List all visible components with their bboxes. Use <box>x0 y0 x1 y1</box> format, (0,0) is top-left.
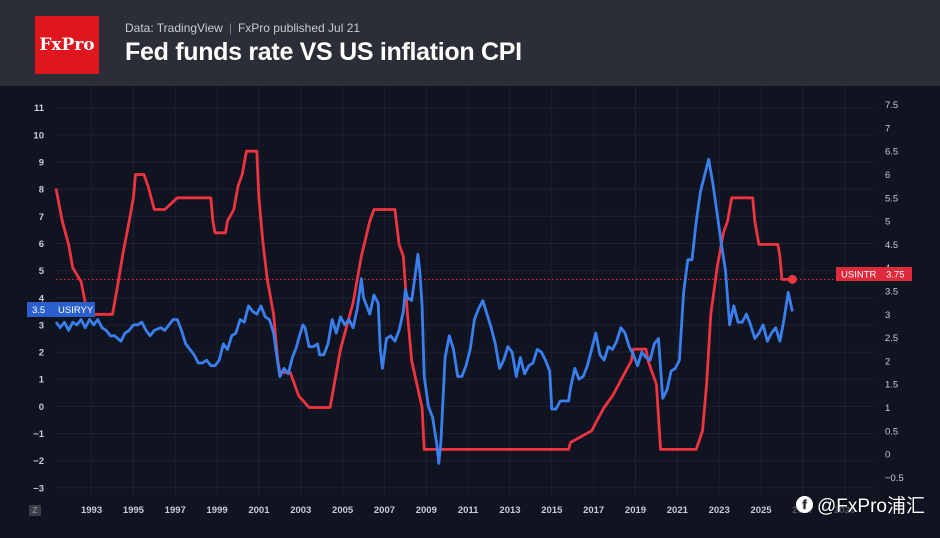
left-tick-label: 2 <box>39 348 44 359</box>
grid-lines <box>56 86 874 496</box>
right-tick-label: −0.5 <box>885 473 904 484</box>
x-axis-ticks: 1993 1995 1997 1999 2001 2003 2005 2007 2009 2011… <box>81 505 855 516</box>
x-tick-label: 2011 <box>458 505 479 516</box>
x-tick-label: 1999 <box>207 505 228 516</box>
series-end-dot-usintr <box>787 274 797 284</box>
right-tick-label: 5 <box>885 217 890 228</box>
right-tick-label: 0 <box>885 450 890 461</box>
zoom-badge[interactable]: Z <box>29 505 41 516</box>
left-tick-label: 0 <box>39 402 44 413</box>
x-tick-label: 1993 <box>81 505 102 516</box>
right-axis-ticks: 7.576.565.554.543.532.521.510.50−0.5 <box>885 100 904 484</box>
left-tick-label: 9 <box>39 158 44 169</box>
usintr-name: USINTR <box>841 270 877 281</box>
left-tick-label: 11 <box>34 103 45 114</box>
left-tick-label: 10 <box>33 130 44 141</box>
x-tick-label: 2025 <box>750 505 772 516</box>
left-tick-label: 6 <box>39 239 44 250</box>
right-tick-label: 1.5 <box>885 380 898 391</box>
right-tick-label: 3.5 <box>885 287 898 298</box>
separator: | <box>228 21 232 35</box>
left-tick-label: −2 <box>33 456 44 467</box>
x-tick-label: 2015 <box>541 505 563 516</box>
right-tick-label: 4.5 <box>885 240 898 251</box>
x-tick-label: 2009 <box>416 505 437 516</box>
x-tick-label: 2005 <box>332 505 354 516</box>
fxpro-logo: FxPro <box>35 16 99 74</box>
left-tick-label: −3 <box>33 483 44 494</box>
series-line-usintr <box>54 149 793 451</box>
usiryy-value: 3.5 <box>32 305 45 316</box>
x-tick-label: 2013 <box>499 505 520 516</box>
right-tick-label: 3 <box>885 310 890 321</box>
right-tick-label: 7 <box>885 123 890 134</box>
x-tick-label: 2023 <box>709 505 730 516</box>
usiryy-name: USIRYY <box>58 305 94 316</box>
watermark-text: @FxPro浦汇 <box>817 496 925 517</box>
chart-header: FxPro Data: TradingView | FxPro published … <box>0 0 940 86</box>
source-line: Data: TradingView | FxPro published Jul 21 <box>125 21 360 35</box>
published-info: FxPro published Jul 21 <box>237 21 361 35</box>
right-tick-label: 2.5 <box>885 333 898 344</box>
right-tick-label: 6.5 <box>885 147 898 158</box>
x-tick-label: 2021 <box>667 505 689 516</box>
left-tick-label: 7 <box>39 212 44 223</box>
left-tick-label: 5 <box>39 266 45 277</box>
right-tick-label: 0.5 <box>885 426 898 437</box>
x-tick-label: 1995 <box>123 505 145 516</box>
series-line-usiryy <box>54 157 794 465</box>
x-tick-label: 2029 <box>834 505 855 516</box>
left-tick-label: 8 <box>39 185 44 196</box>
right-tick-label: 6 <box>885 170 890 181</box>
left-tick-label: −1 <box>33 429 45 440</box>
x-tick-label: 1997 <box>165 505 186 516</box>
right-tick-label: 7.5 <box>885 100 898 111</box>
series-label-usiryy: 3.5 USIRYY <box>27 302 95 317</box>
left-tick-label: 3 <box>39 320 44 331</box>
left-tick-label: 4 <box>39 293 45 304</box>
left-tick-label: 1 <box>39 375 45 386</box>
x-tick-label: 2019 <box>625 505 646 516</box>
data-source: Data: TradingView <box>125 21 223 35</box>
right-tick-label: 2 <box>885 356 890 367</box>
usintr-value: 3.75 <box>886 270 905 281</box>
right-tick-label: 5.5 <box>885 193 898 204</box>
x-tick-label: 2003 <box>290 505 311 516</box>
x-tick-label: 2001 <box>248 505 270 516</box>
watermark: f @FxPro浦汇 <box>796 491 925 518</box>
chart-title: Fed funds rate VS US inflation CPI <box>125 38 522 66</box>
x-tick-label: 2017 <box>583 505 604 516</box>
facebook-icon: f <box>796 496 813 513</box>
series-label-usintr: USINTR 3.75 <box>836 267 912 281</box>
right-tick-label: 1 <box>885 403 890 414</box>
x-tick-label: 2007 <box>374 505 395 516</box>
